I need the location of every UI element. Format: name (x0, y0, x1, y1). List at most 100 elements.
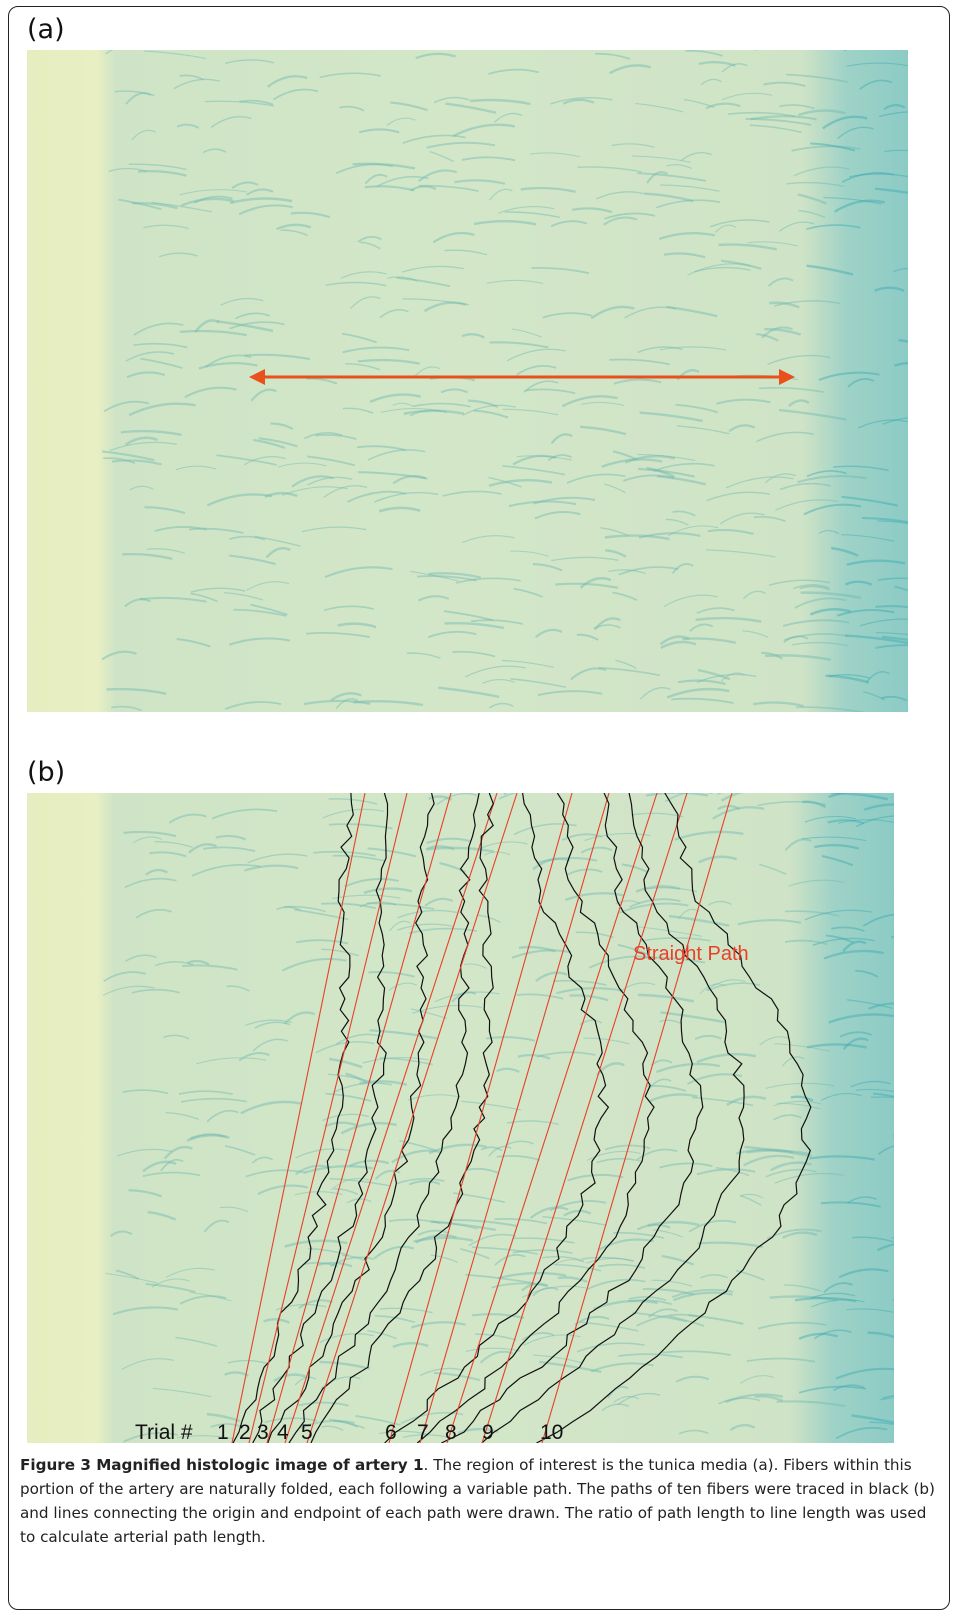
fiber-texture (638, 532, 701, 539)
fiber-texture (797, 193, 827, 205)
fiber-texture (306, 632, 370, 638)
fiber-texture (666, 687, 730, 699)
fiber-texture (806, 1043, 867, 1049)
traced-fiber (441, 793, 704, 1443)
fiber-texture (193, 195, 233, 204)
fiber-texture (823, 196, 882, 205)
fiber-texture (677, 679, 726, 686)
straight-line (388, 793, 573, 1443)
image-background (27, 50, 908, 712)
fiber-texture (773, 1100, 822, 1107)
fiber-texture (636, 1313, 699, 1327)
fiber-texture (835, 1367, 894, 1380)
fiber-texture (179, 189, 248, 196)
fiber-texture (480, 1146, 503, 1152)
fiber-texture (452, 1219, 518, 1227)
fiber-texture (800, 591, 862, 600)
fiber-texture (196, 1057, 267, 1065)
fiber-texture (103, 457, 136, 464)
fiber-texture (133, 342, 188, 349)
fiber-texture (838, 1268, 889, 1279)
fiber-texture (615, 900, 641, 905)
fiber-texture (561, 395, 618, 408)
fiber-texture (709, 219, 770, 228)
fiber-texture (805, 224, 861, 230)
fiber-texture (506, 348, 567, 362)
fiber-texture (875, 632, 908, 636)
fiber-texture (874, 286, 905, 292)
fiber-texture (655, 1062, 720, 1073)
fiber-texture (532, 1354, 582, 1364)
fiber-texture (124, 436, 158, 446)
fiber-texture (327, 1073, 372, 1083)
fiber-texture (488, 702, 514, 709)
fiber-texture (720, 793, 744, 802)
fiber-texture (152, 1387, 212, 1398)
fiber-texture (445, 102, 497, 114)
trial-number: 6 (385, 1421, 397, 1443)
fiber-texture (601, 1403, 629, 1412)
fiber-texture (801, 836, 867, 842)
fiber-texture (409, 927, 478, 934)
fiber-texture (521, 1282, 549, 1292)
fiber-texture (680, 152, 712, 162)
fiber-texture (784, 1284, 822, 1292)
fiber-texture (745, 117, 812, 126)
fiber-texture (700, 1274, 728, 1279)
straight-line (481, 793, 688, 1443)
fiber-texture (111, 459, 162, 466)
fiber-texture (330, 692, 362, 702)
fiber-texture (401, 265, 465, 273)
fiber-texture (556, 987, 623, 995)
trial-number: 3 (257, 1421, 269, 1443)
fiber-texture (423, 301, 467, 313)
fiber-texture (881, 695, 908, 702)
straight-line (541, 793, 733, 1443)
fiber-texture (462, 404, 517, 416)
fiber-texture (387, 276, 418, 282)
fiber-texture (692, 1096, 754, 1107)
traced-fiber (267, 793, 435, 1443)
fiber-texture (628, 1299, 672, 1306)
fiber-texture (624, 306, 677, 319)
fiber-texture (674, 830, 744, 841)
fiber-texture (677, 908, 700, 919)
fiber-texture (145, 868, 169, 876)
fiber-texture (841, 495, 898, 507)
fiber-texture (882, 417, 908, 425)
fiber-texture (374, 1169, 401, 1180)
fiber-texture (617, 1392, 661, 1406)
fiber-texture (609, 358, 670, 366)
fiber-texture (661, 1254, 695, 1266)
fiber-texture (646, 466, 676, 478)
fiber-texture (320, 1376, 361, 1389)
fiber-texture (238, 1052, 270, 1062)
fiber-texture (737, 919, 802, 926)
fiber-texture (263, 1318, 290, 1324)
fiber-texture (637, 172, 706, 182)
fiber-texture (125, 954, 157, 962)
fiber-texture (430, 1220, 496, 1232)
fiber-texture (325, 281, 387, 287)
fiber-texture (513, 823, 577, 836)
fiber-texture (101, 650, 137, 661)
fiber-texture (473, 220, 537, 226)
fiber-texture (557, 1276, 588, 1283)
fiber-texture (810, 142, 856, 152)
fiber-texture (397, 909, 457, 919)
fiber-texture (598, 1263, 646, 1269)
fiber-texture (315, 1041, 375, 1054)
fiber-texture (417, 575, 477, 582)
fiber-texture (872, 1092, 894, 1098)
caption: Figure 3 Magnified histologic image of a… (20, 1453, 945, 1549)
fiber-texture (168, 813, 207, 824)
fiber-texture (636, 1223, 671, 1231)
fiber-texture (753, 515, 786, 522)
fiber-texture (761, 326, 793, 339)
fiber-texture (542, 312, 593, 319)
fiber-texture (350, 296, 381, 309)
fiber-texture (688, 1219, 737, 1233)
fiber-texture (809, 608, 852, 616)
fiber-texture (373, 1245, 415, 1260)
fiber-texture (510, 678, 567, 689)
